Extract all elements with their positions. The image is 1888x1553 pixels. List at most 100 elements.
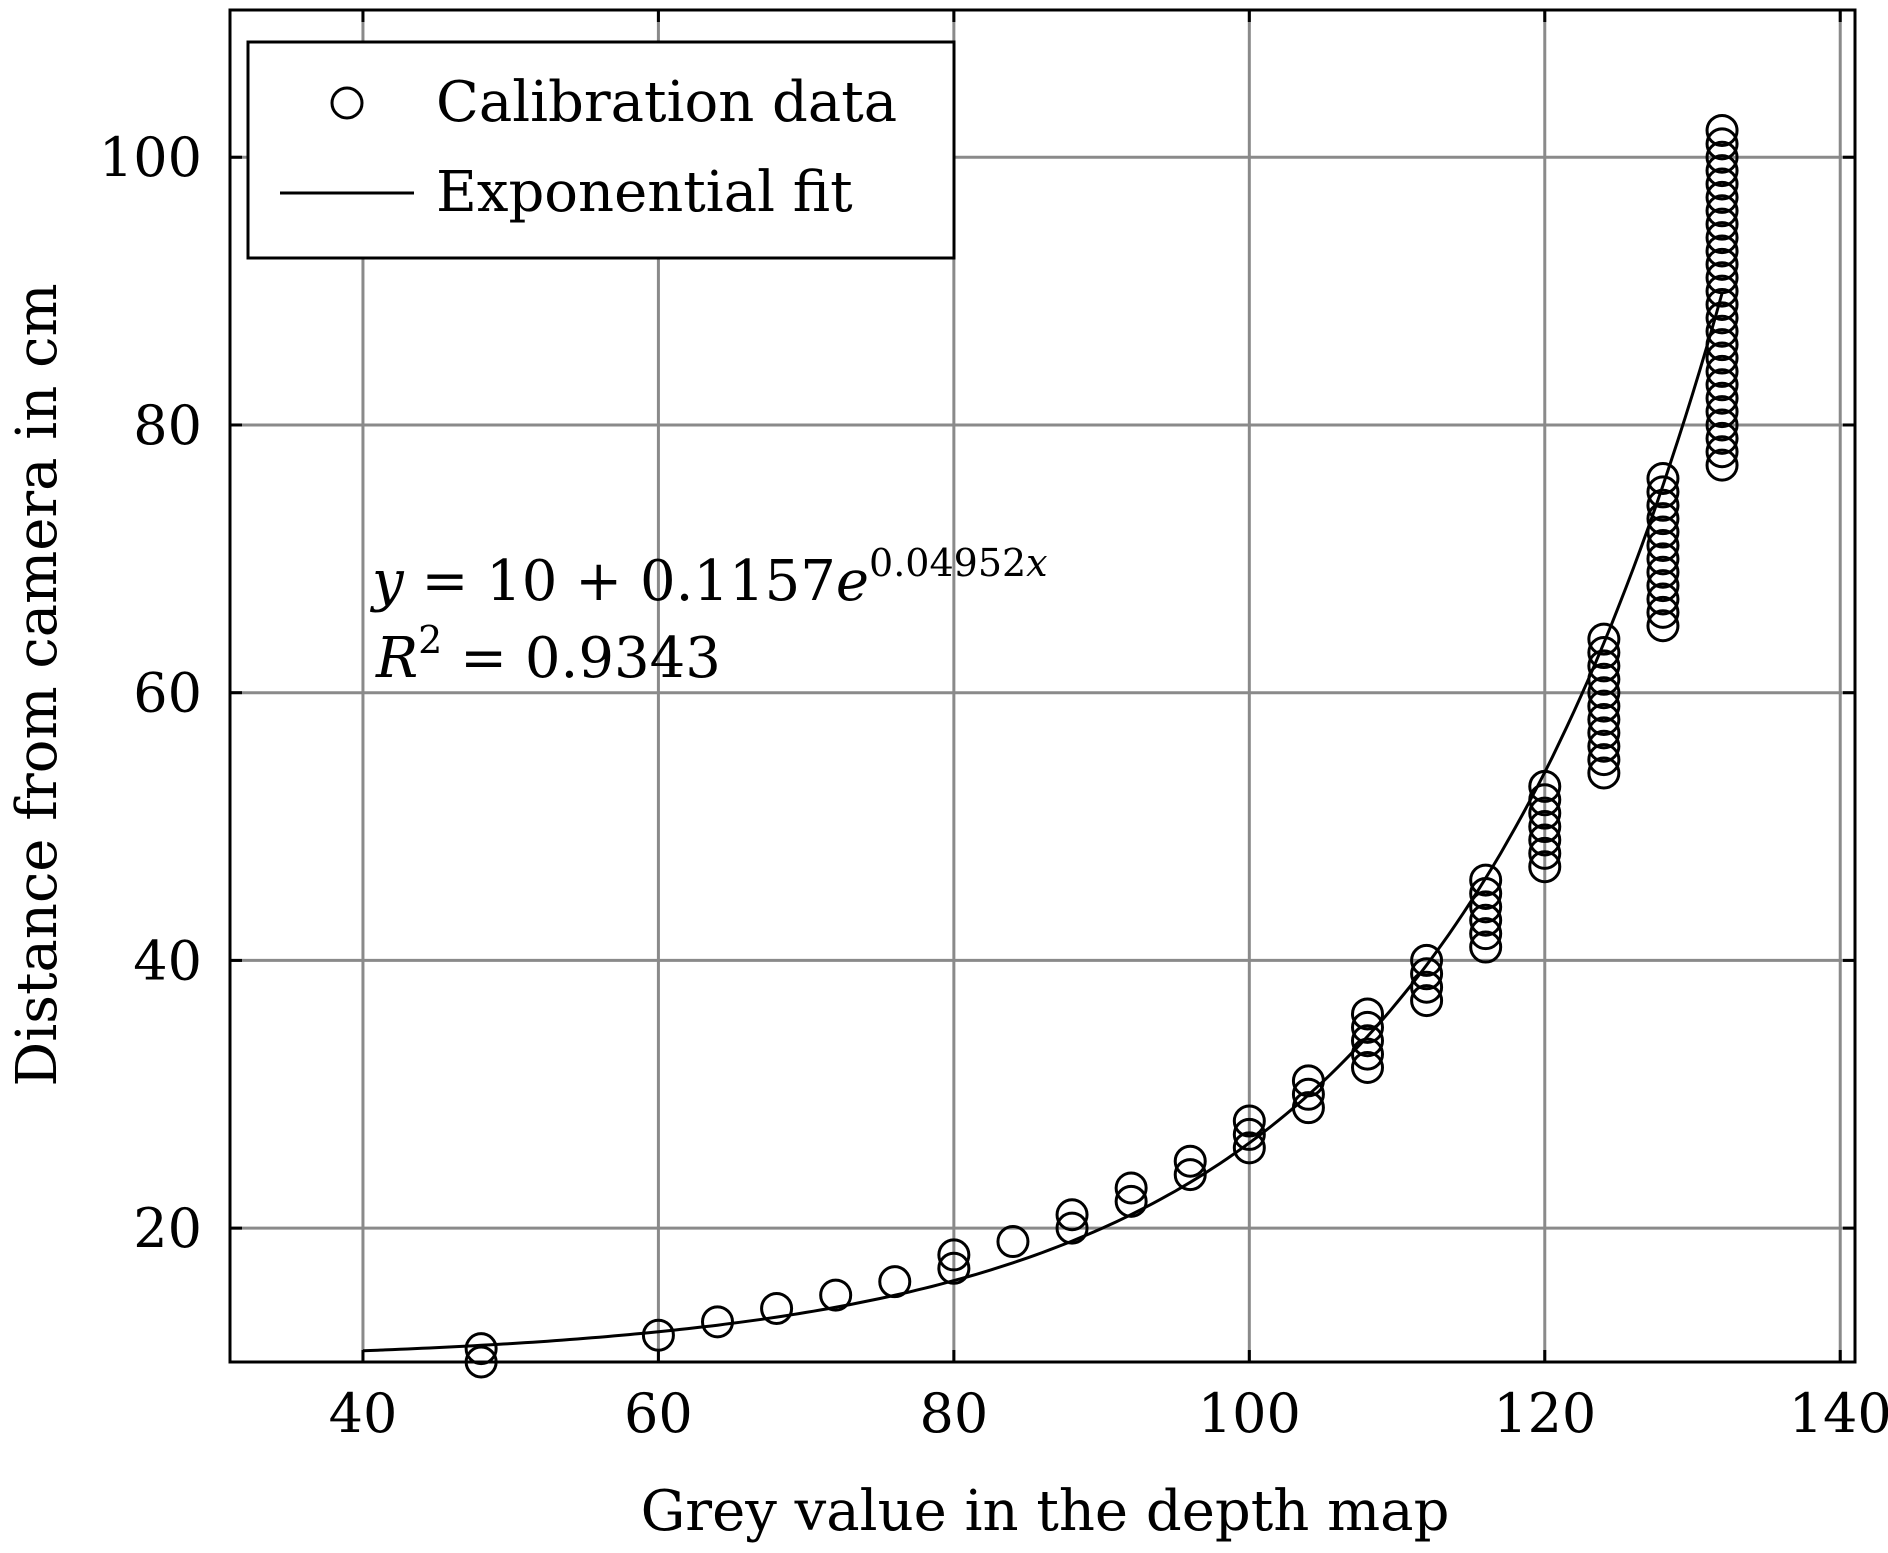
points bbox=[464, 113, 1739, 1379]
data-point bbox=[1469, 917, 1503, 951]
plot-frame bbox=[228, 8, 1857, 1364]
data-point bbox=[1646, 475, 1680, 509]
x-tick-label: 120 bbox=[1493, 1382, 1596, 1445]
data-point bbox=[1351, 1051, 1384, 1085]
data-point bbox=[1410, 970, 1444, 1004]
data-point bbox=[1587, 662, 1621, 696]
data-point bbox=[1587, 689, 1621, 723]
data-point bbox=[1173, 1144, 1207, 1178]
data-point bbox=[1351, 1010, 1384, 1044]
data-point bbox=[1291, 1091, 1325, 1125]
data-point bbox=[1587, 702, 1621, 736]
data-point bbox=[1705, 247, 1739, 281]
data-point bbox=[1705, 448, 1739, 482]
ticks: 40 60 80 100 120 140 20 40 60 80 100 bbox=[99, 10, 1888, 1445]
data-point bbox=[1587, 743, 1621, 777]
data-point bbox=[1705, 154, 1739, 188]
data-point bbox=[1705, 395, 1739, 429]
data-point bbox=[1410, 943, 1444, 977]
data-point bbox=[1646, 542, 1680, 576]
data-point bbox=[1646, 515, 1680, 549]
data-point bbox=[1646, 528, 1680, 562]
data-point bbox=[1646, 462, 1680, 496]
data-point bbox=[1291, 1077, 1325, 1111]
data-point bbox=[1705, 194, 1739, 228]
data-point bbox=[464, 1332, 498, 1366]
data-point bbox=[1705, 435, 1739, 469]
data-point bbox=[1351, 997, 1384, 1031]
y-tick-label: 80 bbox=[133, 394, 202, 457]
data-point bbox=[1705, 287, 1739, 321]
data-point bbox=[1528, 769, 1562, 803]
data-point bbox=[1114, 1184, 1148, 1218]
data-point bbox=[1705, 180, 1739, 214]
data-point bbox=[1705, 368, 1739, 402]
data-point bbox=[1528, 850, 1562, 884]
data-point bbox=[1055, 1211, 1089, 1245]
data-point bbox=[1291, 1064, 1325, 1098]
data-point bbox=[1705, 341, 1739, 375]
data-point bbox=[1528, 810, 1562, 844]
data-point bbox=[1705, 314, 1739, 348]
data-point bbox=[1173, 1158, 1207, 1192]
data-point bbox=[1705, 354, 1739, 388]
r-squared-annotation: R2 = 0.9343 bbox=[375, 618, 721, 691]
x-tick-label: 40 bbox=[329, 1382, 398, 1445]
data-point bbox=[1705, 301, 1739, 335]
data-point bbox=[1646, 502, 1680, 536]
data-point bbox=[1646, 488, 1680, 522]
data-point bbox=[1646, 569, 1680, 603]
data-point bbox=[641, 1318, 675, 1352]
equation-annotation: y = 10 + 0.1157e0.04952x bbox=[369, 541, 1048, 614]
x-tick-label: 100 bbox=[1198, 1382, 1301, 1445]
data-point bbox=[1410, 957, 1444, 991]
x-tick-label: 80 bbox=[920, 1382, 989, 1445]
data-point bbox=[1587, 622, 1621, 656]
fit-line bbox=[362, 292, 1724, 1353]
data-point bbox=[1232, 1131, 1266, 1165]
y-tick-label: 100 bbox=[99, 126, 202, 189]
y-axis-title: Distance from camera in cm bbox=[5, 283, 70, 1086]
data-point bbox=[464, 1345, 498, 1379]
y-tick-label: 60 bbox=[133, 662, 202, 725]
data-point bbox=[1705, 408, 1739, 442]
data-point bbox=[996, 1225, 1030, 1259]
data-point bbox=[1469, 876, 1503, 910]
data-point bbox=[1232, 1117, 1266, 1151]
data-point bbox=[1528, 836, 1562, 870]
data-point bbox=[1528, 796, 1562, 830]
x-tick-label: 60 bbox=[624, 1382, 693, 1445]
data-point bbox=[1055, 1198, 1089, 1232]
data-point bbox=[1646, 555, 1680, 589]
data-point bbox=[1351, 1024, 1384, 1058]
legend-label-calibration: Calibration data bbox=[436, 70, 897, 135]
x-axis-title: Grey value in the depth map bbox=[641, 1479, 1450, 1544]
y-tick-label: 20 bbox=[133, 1197, 202, 1260]
data-point bbox=[1410, 984, 1444, 1018]
data-point bbox=[1705, 234, 1739, 268]
data-point bbox=[1587, 649, 1621, 683]
data-point bbox=[1469, 930, 1503, 964]
data-point bbox=[1114, 1171, 1148, 1205]
data-point bbox=[760, 1291, 794, 1325]
data-point bbox=[1587, 676, 1621, 710]
legend: Calibration data Exponential fit bbox=[246, 40, 956, 260]
legend-label-fit: Exponential fit bbox=[436, 160, 853, 225]
data-point bbox=[1705, 167, 1739, 201]
data-point bbox=[1705, 328, 1739, 362]
data-point bbox=[1528, 783, 1562, 817]
data-point bbox=[1646, 609, 1680, 643]
data-point bbox=[1705, 261, 1739, 295]
data-point bbox=[1705, 127, 1739, 161]
data-point bbox=[1351, 1037, 1384, 1071]
data-point bbox=[1469, 863, 1503, 897]
data-point bbox=[1705, 140, 1739, 174]
y-tick-label: 40 bbox=[133, 929, 202, 992]
data-point bbox=[1587, 716, 1621, 750]
data-point bbox=[1646, 595, 1680, 629]
data-point bbox=[701, 1305, 734, 1339]
data-point bbox=[937, 1238, 971, 1272]
data-point bbox=[1705, 221, 1739, 255]
data-point bbox=[1705, 421, 1739, 455]
